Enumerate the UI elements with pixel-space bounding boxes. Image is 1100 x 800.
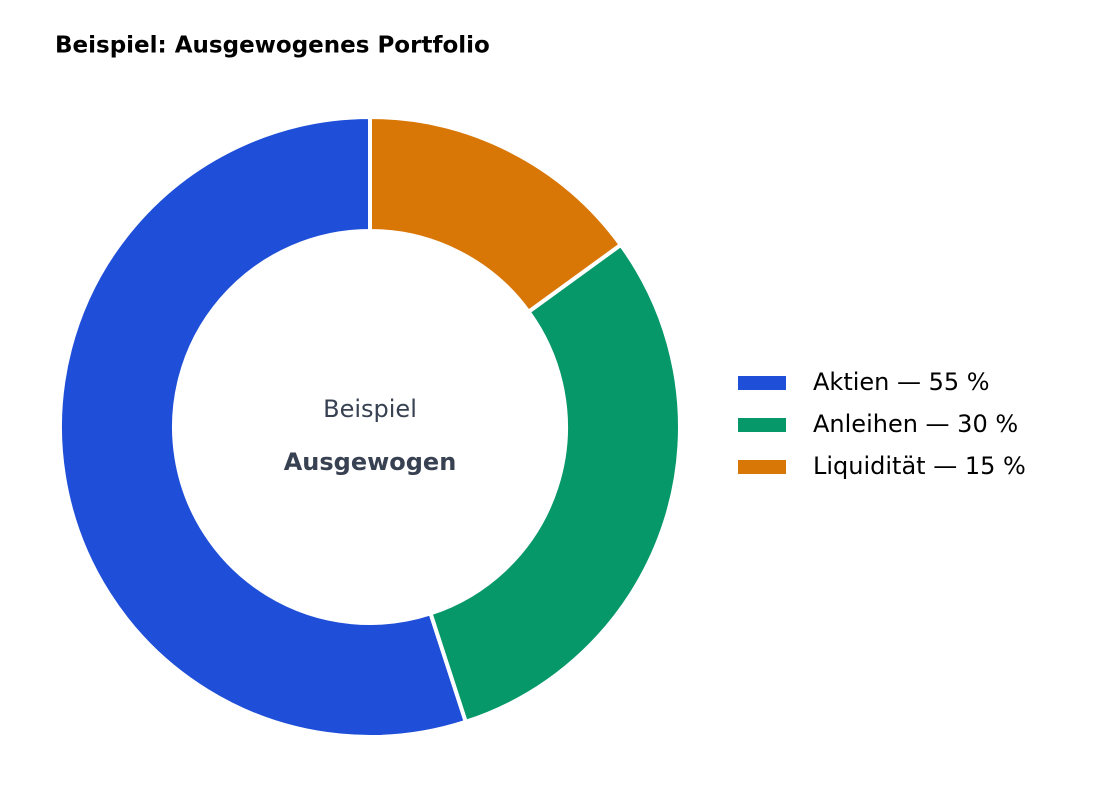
legend-swatch — [738, 376, 786, 390]
center-sublabel: Ausgewogen — [284, 448, 457, 476]
donut-segment — [428, 241, 682, 725]
legend-label: Aktien — 55 % — [813, 368, 990, 396]
donut-segment — [58, 114, 469, 739]
center-label: Beispiel — [323, 395, 417, 423]
donut-segment — [368, 114, 624, 315]
chart-title: Beispiel: Ausgewogenes Portfolio — [55, 33, 490, 59]
legend-label: Liquidität — 15 % — [813, 452, 1026, 480]
legend-label: Anleihen — 30 % — [813, 410, 1018, 438]
legend-swatch — [738, 460, 786, 474]
legend-swatch — [738, 418, 786, 432]
